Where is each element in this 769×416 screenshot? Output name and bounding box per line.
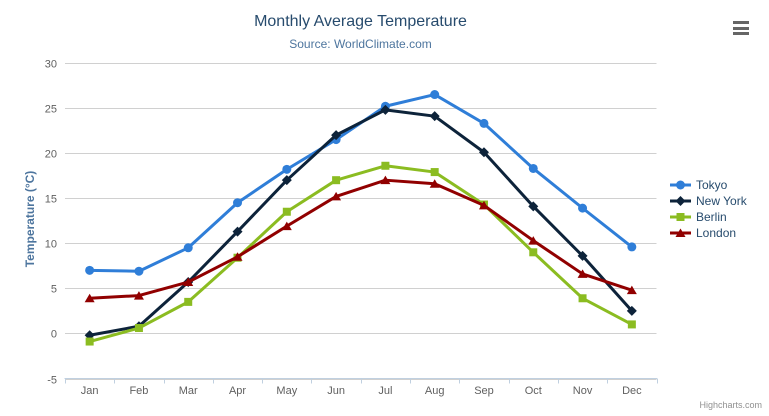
data-point-new-york-dec[interactable] [626, 305, 637, 316]
y-axis-label-25: 25 [45, 104, 57, 116]
data-point-tokyo-may[interactable] [282, 164, 292, 174]
legend-marker-shape [675, 228, 686, 237]
series-new-york-line[interactable] [88, 108, 634, 337]
data-point-tokyo-nov[interactable] [578, 203, 588, 213]
legend-label: New York [696, 194, 747, 208]
x-axis-label-aug: Aug [425, 385, 445, 397]
hamburger-bar [733, 21, 749, 24]
hamburger-bar [733, 32, 749, 35]
data-point-tokyo-aug[interactable] [430, 90, 440, 100]
data-point-london-oct[interactable] [528, 236, 539, 245]
data-point-berlin-jan[interactable] [85, 337, 94, 346]
x-axis-label-nov: Nov [573, 385, 593, 397]
legend-marker-shape [676, 213, 685, 221]
credits-link[interactable]: Highcharts.com [699, 400, 762, 410]
legend: Tokyo New York Berlin London [670, 177, 747, 241]
data-point-tokyo-mar[interactable] [183, 243, 193, 253]
x-axis-label-jun: Jun [327, 385, 345, 397]
data-point-new-york-oct[interactable] [528, 201, 539, 212]
y-axis-label-15: 15 [45, 194, 57, 206]
data-point-berlin-mar[interactable] [184, 297, 193, 306]
data-point-london-apr[interactable] [232, 252, 243, 261]
hamburger-menu-icon[interactable] [733, 21, 749, 35]
data-point-berlin-aug[interactable] [430, 168, 439, 177]
data-point-london-jan[interactable] [84, 293, 95, 303]
x-axis-label-mar: Mar [179, 385, 198, 397]
series-tokyo [85, 90, 637, 276]
data-point-london-jun[interactable] [331, 191, 342, 201]
hamburger-bar [733, 26, 749, 30]
data-point-london-nov[interactable] [577, 269, 588, 278]
data-point-tokyo-sep[interactable] [479, 118, 489, 128]
data-point-london-sep[interactable] [478, 200, 489, 210]
x-axis-label-dec: Dec [622, 385, 642, 397]
legend-label: Tokyo [696, 178, 728, 192]
x-axis-label-feb: Feb [129, 385, 148, 397]
x-axis-label-oct: Oct [525, 385, 542, 397]
legend-item-london[interactable]: London [670, 225, 747, 241]
data-point-berlin-jul[interactable] [381, 161, 390, 170]
data-point-berlin-nov[interactable] [578, 294, 587, 303]
data-point-berlin-oct[interactable] [529, 248, 538, 257]
chart-subtitle: Source: WorldClimate.com [289, 37, 432, 51]
series-berlin [85, 161, 636, 346]
x-axis-label-jul: Jul [378, 385, 392, 397]
legend-marker-shape [675, 196, 686, 206]
data-point-berlin-jun[interactable] [332, 176, 341, 185]
legend-label: London [696, 226, 737, 240]
data-point-new-york-aug[interactable] [429, 111, 440, 122]
data-point-tokyo-oct[interactable] [528, 163, 538, 173]
data-point-london-mar[interactable] [183, 277, 194, 287]
y-axis-title: Temperature (°C) [23, 170, 37, 268]
chart-title: Monthly Average Temperature [254, 13, 467, 30]
data-point-new-york-apr[interactable] [232, 226, 243, 237]
legend-marker-triangle-icon [670, 228, 691, 237]
legend-marker-shape [676, 180, 685, 190]
y-axis-label-0: 0 [51, 329, 57, 341]
y-axis-label--5: -5 [47, 375, 57, 387]
data-point-berlin-may[interactable] [282, 207, 291, 216]
data-point-london-aug[interactable] [429, 179, 440, 188]
data-point-london-feb[interactable] [133, 291, 144, 300]
data-point-tokyo-dec[interactable] [627, 242, 637, 252]
data-point-new-york-may[interactable] [281, 175, 292, 186]
data-point-london-may[interactable] [281, 221, 292, 231]
series-london-line[interactable] [88, 178, 634, 300]
data-point-new-york-jun[interactable] [331, 130, 342, 141]
series-berlin-line[interactable] [88, 164, 634, 344]
y-axis-label-20: 20 [45, 149, 57, 161]
data-point-tokyo-feb[interactable] [134, 266, 144, 276]
legend-marker-circle-icon [670, 180, 691, 190]
y-axis-label-5: 5 [51, 284, 57, 296]
y-axis-label-10: 10 [45, 239, 57, 251]
data-point-new-york-jul[interactable] [380, 104, 391, 115]
legend-label: Berlin [696, 210, 727, 224]
data-point-new-york-nov[interactable] [577, 250, 588, 261]
x-axis-label-sep: Sep [474, 385, 494, 397]
legend-marker-diamond-icon [670, 196, 691, 206]
legend-item-berlin[interactable]: Berlin [670, 209, 747, 225]
data-point-berlin-dec[interactable] [627, 320, 636, 329]
data-point-berlin-feb[interactable] [134, 324, 143, 333]
legend-item-tokyo[interactable]: Tokyo [670, 177, 747, 193]
x-axis-label-apr: Apr [229, 385, 246, 397]
data-point-london-dec[interactable] [626, 285, 637, 295]
data-point-tokyo-apr[interactable] [233, 198, 243, 208]
y-axis-label-30: 30 [45, 59, 57, 71]
legend-marker-square-icon [670, 213, 691, 221]
x-axis-label-jan: Jan [81, 385, 99, 397]
legend-item-new-york[interactable]: New York [670, 193, 747, 209]
series-new-york [84, 104, 637, 341]
data-point-tokyo-jan[interactable] [85, 265, 95, 275]
data-point-new-york-sep[interactable] [478, 147, 489, 158]
x-axis-label-may: May [276, 385, 297, 397]
data-point-london-jul[interactable] [380, 175, 391, 185]
series-london [84, 175, 637, 303]
